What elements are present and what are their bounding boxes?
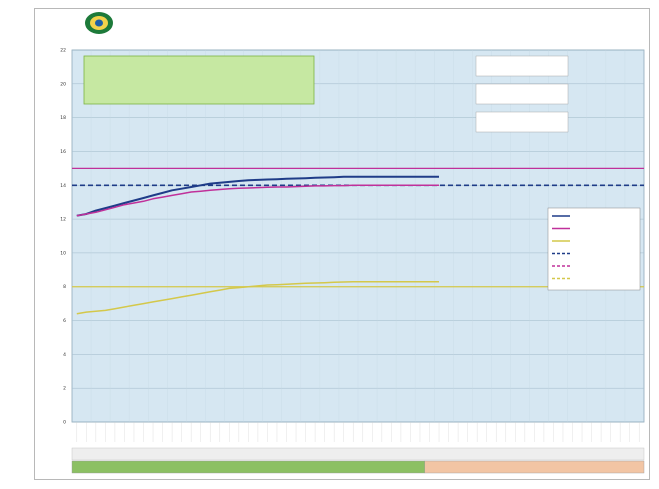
- annotation-box: [83, 55, 315, 105]
- series-line: [76, 175, 439, 217]
- note-box: [475, 55, 569, 77]
- series-line: [76, 184, 439, 217]
- y-tick-label: 22: [60, 48, 66, 54]
- y-tick-label: 10: [60, 250, 66, 256]
- logo-icon: [85, 12, 113, 34]
- y-tick-label: 8: [63, 284, 66, 290]
- y-tick-label: 16: [60, 149, 66, 155]
- y-tick-label: 12: [60, 217, 66, 223]
- note-box: [475, 83, 569, 105]
- y-tick-label: 4: [63, 352, 66, 358]
- y-tick-label: 14: [60, 183, 66, 189]
- month-band: [71, 460, 425, 474]
- month-band: [424, 460, 645, 474]
- note-box: [475, 111, 569, 133]
- y-tick-label: 0: [63, 420, 66, 426]
- y-tick-label: 18: [60, 115, 66, 121]
- y-tick-label: 2: [63, 386, 66, 392]
- day-row: [71, 447, 645, 461]
- series-line: [76, 280, 439, 315]
- y-tick-label: 6: [63, 318, 66, 324]
- y-tick-label: 20: [60, 81, 66, 87]
- legend-box: [547, 207, 641, 291]
